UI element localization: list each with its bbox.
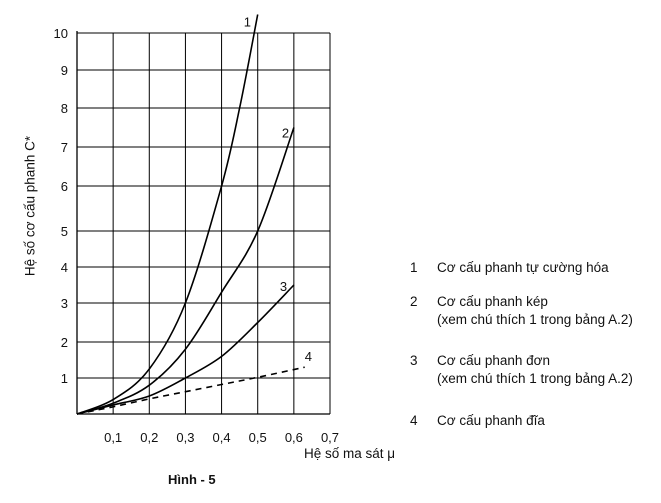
- y-tick-label: 2: [61, 335, 68, 350]
- legend-label: Cơ cấu phanh kép: [437, 294, 548, 309]
- series-curve-1: [76, 14, 259, 415]
- y-tick-label: 10: [54, 26, 68, 41]
- legend-number: 2: [410, 294, 418, 309]
- x-axis-title: Hệ số ma sát μ: [304, 446, 396, 461]
- x-tick-label: 0,1: [104, 430, 122, 445]
- series-label-1: 1: [244, 15, 251, 30]
- series-curve-4: [76, 366, 305, 415]
- legend-number: 1: [410, 260, 418, 275]
- legend-label: Cơ cấu phanh đơn: [437, 353, 551, 368]
- y-tick-label: 3: [61, 296, 68, 311]
- y-axis-title: Hệ số cơ cấu phanh C*: [22, 135, 38, 277]
- y-tick-label: 6: [61, 179, 68, 194]
- y-tick-label: 9: [61, 63, 68, 78]
- series-label-3: 3: [280, 279, 287, 294]
- legend-note: (xem chú thích 1 trong bảng A.2): [437, 312, 633, 327]
- y-tick-label: 5: [61, 224, 68, 239]
- x-tick-label: 0,7: [321, 430, 339, 445]
- legend-label: Cơ cấu phanh đĩa: [437, 413, 545, 428]
- y-tick-label: 1: [61, 371, 68, 386]
- series-label-2: 2: [282, 126, 289, 141]
- figure-caption: Hình - 5: [168, 472, 216, 487]
- legend-label: Cơ cấu phanh tự cường hóa: [437, 260, 609, 275]
- y-tick-label: 7: [61, 140, 68, 155]
- series-label-4: 4: [305, 349, 312, 364]
- legend-note: (xem chú thích 1 trong bảng A.2): [437, 371, 633, 386]
- x-tick-label: 0,6: [285, 430, 303, 445]
- x-tick-label: 0,2: [140, 430, 158, 445]
- x-tick-label: 0,4: [213, 430, 231, 445]
- legend-number: 3: [410, 353, 418, 368]
- x-tick-label: 0,5: [249, 430, 267, 445]
- x-tick-label: 0,3: [176, 430, 194, 445]
- series-curve-2: [76, 127, 295, 415]
- legend-number: 4: [410, 413, 418, 428]
- y-tick-label: 8: [61, 101, 68, 116]
- series-curve-3: [76, 284, 295, 415]
- y-tick-label: 4: [61, 260, 68, 275]
